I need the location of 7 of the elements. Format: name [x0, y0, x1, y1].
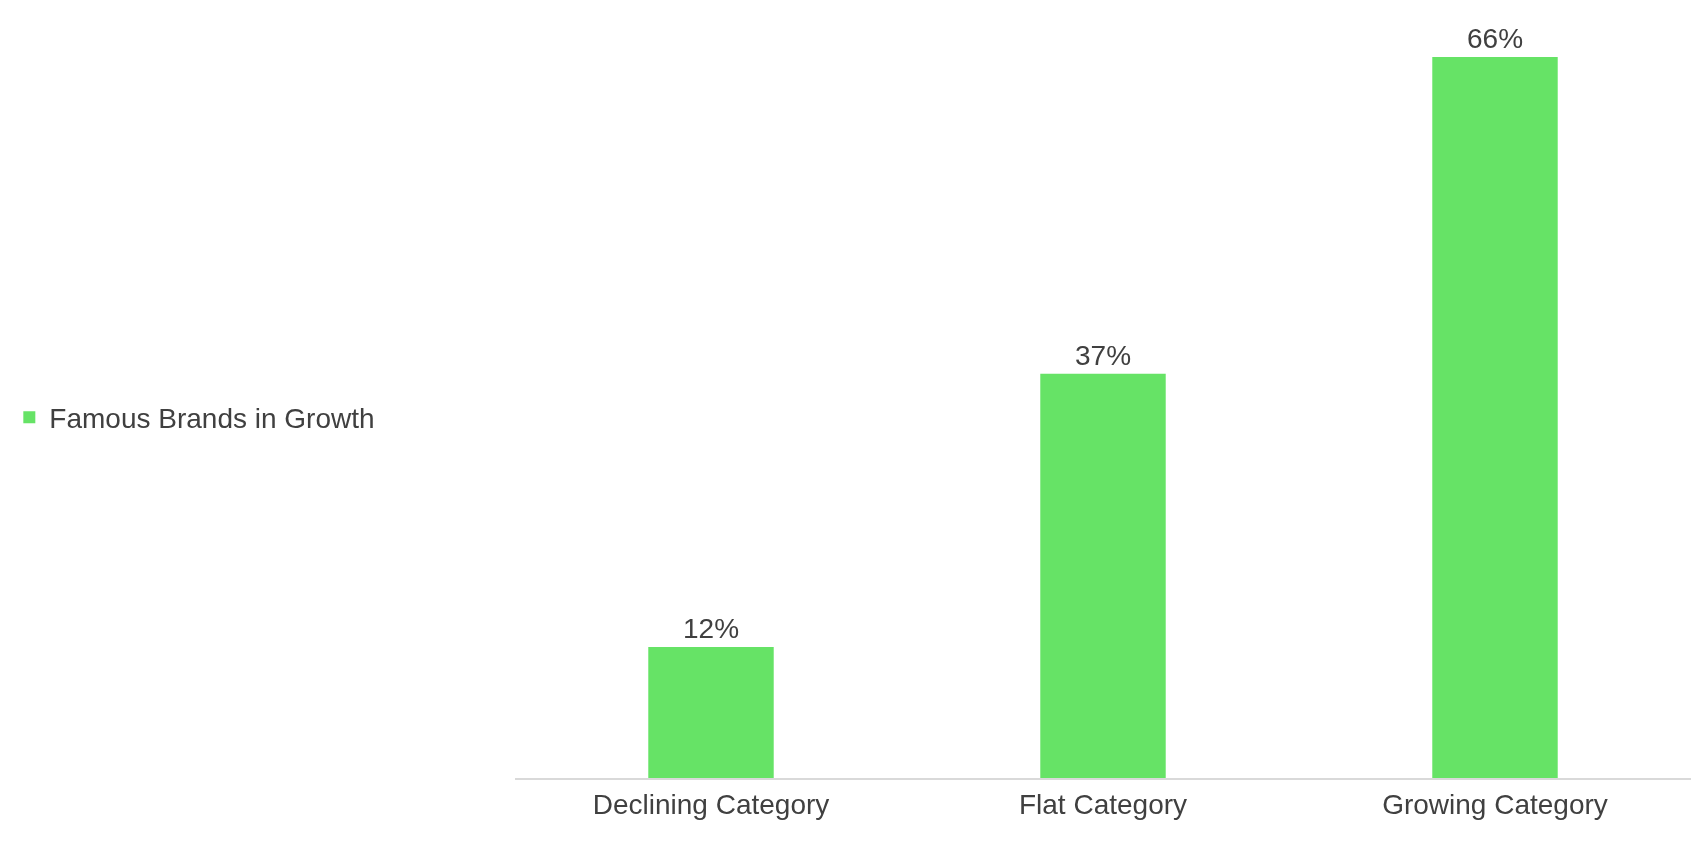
x-tick-label: Declining Category — [592, 788, 830, 820]
legend-label: Famous Brands in Growth — [49, 403, 375, 435]
x-tick-label: Growing Category — [1382, 788, 1608, 820]
data-label: 66% — [1466, 23, 1524, 54]
data-label: 12% — [682, 612, 740, 644]
x-tick-label: Flat Category — [1018, 788, 1188, 820]
data-label: 37% — [1074, 339, 1132, 371]
